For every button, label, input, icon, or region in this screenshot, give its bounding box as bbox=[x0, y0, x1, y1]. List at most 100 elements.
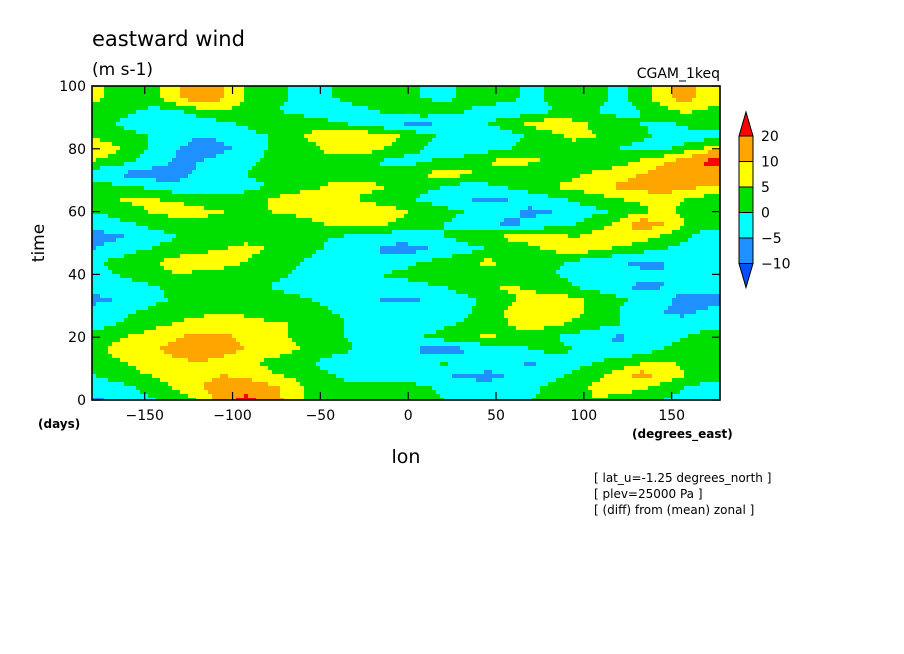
heatmap-cell bbox=[264, 246, 325, 251]
heatmap-cell bbox=[604, 374, 633, 379]
heatmap-cell bbox=[416, 198, 473, 203]
heatmap-cell bbox=[628, 94, 653, 99]
heatmap-cell bbox=[640, 218, 649, 223]
heatmap-cell bbox=[188, 142, 225, 147]
heatmap-cell bbox=[320, 358, 605, 363]
heatmap-cell bbox=[680, 366, 720, 371]
heatmap-cell bbox=[608, 394, 673, 399]
heatmap-cell bbox=[268, 134, 305, 139]
heatmap-cell bbox=[92, 202, 133, 207]
heatmap-cell bbox=[404, 122, 433, 127]
heatmap-cell bbox=[340, 98, 433, 103]
heatmap-cell bbox=[384, 146, 425, 151]
heatmap-cell bbox=[100, 138, 149, 143]
heatmap-cell bbox=[400, 134, 437, 139]
heatmap-cell bbox=[628, 178, 720, 183]
heatmap-cell bbox=[548, 102, 605, 107]
heatmap-cell bbox=[520, 214, 537, 219]
heatmap-cell bbox=[588, 250, 645, 255]
heatmap-cell bbox=[252, 254, 313, 259]
heatmap-cell bbox=[92, 162, 125, 167]
heatmap-cell bbox=[512, 302, 585, 307]
heatmap-cell bbox=[168, 382, 205, 387]
heatmap-cell bbox=[92, 98, 101, 103]
heatmap-cell bbox=[696, 94, 720, 99]
heatmap-cell bbox=[300, 190, 373, 195]
heatmap-cell bbox=[576, 138, 645, 143]
heatmap-cell bbox=[92, 234, 125, 239]
heatmap-cell bbox=[452, 98, 517, 103]
heatmap-cell bbox=[264, 318, 345, 323]
heatmap-cell bbox=[392, 230, 445, 235]
heatmap-cell bbox=[420, 114, 429, 119]
heatmap-cell bbox=[160, 198, 269, 203]
heatmap-cell bbox=[208, 250, 261, 255]
heatmap-cell bbox=[248, 174, 429, 179]
heatmap-cell bbox=[92, 366, 137, 371]
heatmap-cell bbox=[484, 246, 541, 251]
heatmap-cell bbox=[612, 338, 625, 343]
heatmap-cell bbox=[508, 318, 573, 323]
heatmap-cell bbox=[420, 350, 465, 355]
chart-subtitle: (m s-1) bbox=[92, 60, 153, 80]
heatmap-cell bbox=[100, 166, 153, 171]
heatmap-cell bbox=[648, 130, 720, 135]
heatmap-cell bbox=[284, 290, 457, 295]
annotation-notes: [ lat_u=-1.25 degrees_north ] [ plev=250… bbox=[594, 471, 771, 517]
heatmap-cell bbox=[676, 210, 720, 215]
heatmap-cell bbox=[252, 166, 613, 171]
heatmap-cell bbox=[592, 382, 661, 387]
heatmap-cell bbox=[168, 162, 197, 167]
heatmap-cell bbox=[648, 386, 685, 391]
heatmap-cell bbox=[672, 394, 720, 399]
heatmap-cell bbox=[684, 374, 720, 379]
heatmap-cell bbox=[128, 114, 197, 119]
heatmap-cell bbox=[484, 370, 493, 375]
heatmap-cell bbox=[112, 182, 265, 187]
heatmap-cell bbox=[564, 342, 673, 347]
heatmap-cell bbox=[560, 338, 613, 343]
heatmap-cell bbox=[296, 378, 345, 383]
heatmap-cell bbox=[324, 246, 381, 251]
heatmap-cell bbox=[236, 398, 257, 400]
heatmap-cell bbox=[92, 398, 105, 400]
heatmap-cell bbox=[460, 174, 581, 179]
heatmap-cell bbox=[328, 370, 485, 375]
heatmap-cell bbox=[284, 102, 353, 107]
x-tick-label: 100 bbox=[570, 408, 597, 424]
heatmap-cell bbox=[224, 86, 245, 91]
heatmap-cell bbox=[116, 122, 237, 127]
heatmap-cell bbox=[632, 102, 661, 107]
heatmap-cell bbox=[700, 330, 720, 335]
y-axis-label: time bbox=[29, 224, 49, 262]
heatmap-cell bbox=[516, 98, 545, 103]
heatmap-cell bbox=[676, 122, 720, 127]
colorbar-tick-label: −5 bbox=[761, 231, 782, 247]
heatmap-cell bbox=[296, 342, 353, 347]
heatmap-cell bbox=[136, 366, 269, 371]
heatmap-cell bbox=[196, 398, 213, 400]
heatmap-cell bbox=[132, 278, 281, 283]
heatmap-cell bbox=[152, 166, 197, 171]
heatmap-cell bbox=[640, 110, 681, 115]
heatmap-cell bbox=[692, 154, 720, 159]
heatmap-cell bbox=[188, 394, 213, 399]
heatmap-cell bbox=[572, 370, 613, 375]
heatmap-cell bbox=[208, 358, 265, 363]
heatmap-cell bbox=[564, 134, 597, 139]
heatmap-cell bbox=[428, 114, 521, 119]
heatmap-cell bbox=[476, 298, 517, 303]
heatmap-cell bbox=[652, 90, 673, 95]
heatmap-cell bbox=[232, 334, 289, 339]
heatmap-cell bbox=[616, 186, 697, 191]
heatmap-cell bbox=[464, 210, 521, 215]
heatmap-cell bbox=[236, 122, 349, 127]
heatmap-cell bbox=[560, 266, 641, 271]
heatmap-cell bbox=[208, 390, 281, 395]
heatmap-cell bbox=[428, 282, 573, 287]
heatmap-cell bbox=[684, 314, 720, 319]
heatmap-cell bbox=[628, 162, 665, 167]
heatmap-cell bbox=[288, 86, 333, 91]
heatmap-cell bbox=[188, 98, 221, 103]
heatmap-cell bbox=[620, 306, 669, 311]
